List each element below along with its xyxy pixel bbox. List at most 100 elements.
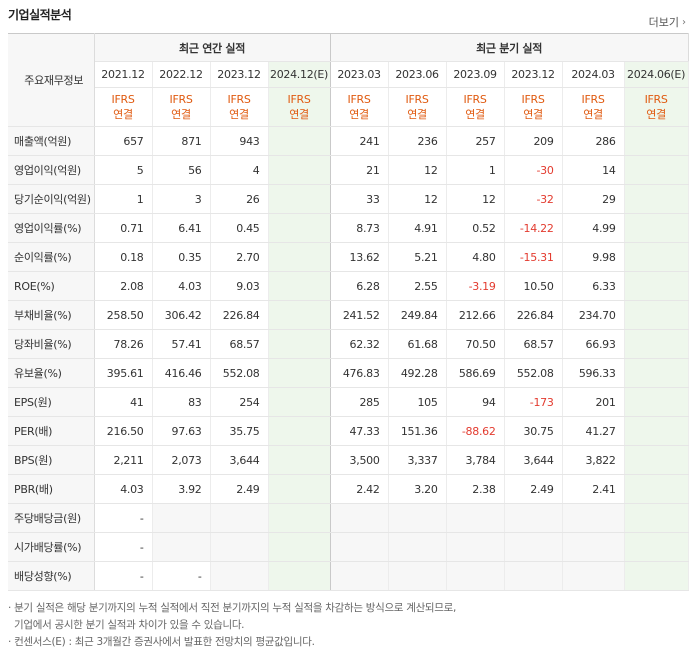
period-row: 2021.12 2022.12 2023.12 2024.12(E) 2023.03 20…: [8, 61, 689, 88]
quarter-value: 3,337: [388, 445, 447, 475]
annual-value: 68.57: [210, 329, 269, 359]
quarter-value: 3.20: [388, 474, 447, 504]
ifrs-badge[interactable]: IFRS 연결: [330, 87, 389, 127]
quarter-value: 2.41: [562, 474, 625, 504]
quarter-value: [330, 503, 389, 533]
quarter-value: 3,644: [504, 445, 563, 475]
annual-value: 78.26: [94, 329, 153, 359]
quarter-value: 94: [446, 387, 505, 417]
quarter-value: [624, 503, 689, 533]
quarter-value: [562, 532, 625, 562]
quarter-value: 47.33: [330, 416, 389, 446]
quarter-value: 41.27: [562, 416, 625, 446]
footnotes: · 분기 실적은 해당 분기까지의 누적 실적에서 직전 분기까지의 누적 실적…: [8, 600, 456, 651]
annual-value: 552.08: [210, 358, 269, 388]
quarter-value: 201: [562, 387, 625, 417]
row-label-header: 주요재무정보: [8, 33, 95, 127]
annual-value: 4: [210, 155, 269, 185]
quarter-value: [504, 503, 563, 533]
quarter-value: [446, 561, 505, 591]
quarter-value: 9.98: [562, 242, 625, 272]
annual-value: 3.92: [152, 474, 211, 504]
row-label: 시가배당률(%): [8, 532, 95, 562]
annual-value: 657: [94, 126, 153, 156]
quarter-value: 596.33: [562, 358, 625, 388]
annual-value: 2.70: [210, 242, 269, 272]
annual-value: [268, 358, 331, 388]
quarter-value: 552.08: [504, 358, 563, 388]
annual-value: 5: [94, 155, 153, 185]
row-label: EPS(원): [8, 387, 95, 417]
annual-value: [268, 184, 331, 214]
ifrs-badge[interactable]: IFRS 연결: [94, 87, 153, 127]
row-label: 부채비율(%): [8, 300, 95, 330]
section-title: 기업실적분석: [8, 8, 72, 22]
ifrs-badge[interactable]: IFRS 연결: [152, 87, 211, 127]
annual-value: [268, 271, 331, 301]
table-row: 배당성향(%) - -: [8, 561, 689, 591]
quarter-value: 105: [388, 387, 447, 417]
ifrs-badge[interactable]: IFRS 연결: [446, 87, 505, 127]
ifrs-badge[interactable]: IFRS 연결: [388, 87, 447, 127]
ifrs-badge[interactable]: IFRS 연결: [504, 87, 563, 127]
annual-value: [268, 213, 331, 243]
row-label: PBR(배): [8, 474, 95, 504]
quarter-value: 66.93: [562, 329, 625, 359]
quarter-value: 14: [562, 155, 625, 185]
annual-value: 306.42: [152, 300, 211, 330]
quarter-value: [624, 300, 689, 330]
row-label: 배당성향(%): [8, 561, 95, 591]
quarter-value: 8.73: [330, 213, 389, 243]
annual-value: 9.03: [210, 271, 269, 301]
more-link[interactable]: 더보기 ›: [649, 14, 686, 30]
quarter-value: -32: [504, 184, 563, 214]
annual-value: [210, 561, 269, 591]
table-row: PER(배) 216.50 97.63 35.75 47.33 151.36 -88.62 3…: [8, 416, 689, 446]
quarter-value: 29: [562, 184, 625, 214]
annual-value: 871: [152, 126, 211, 156]
ifrs-label: IFRS: [111, 93, 135, 106]
ifrs-badge[interactable]: IFRS 연결: [562, 87, 625, 127]
table-row: 영업이익(억원) 5 56 4 21 12 1 -30 14: [8, 155, 689, 185]
annual-value: 2,211: [94, 445, 153, 475]
annual-value: 57.41: [152, 329, 211, 359]
row-label: 유보율(%): [8, 358, 95, 388]
quarter-value: 2.55: [388, 271, 447, 301]
row-label: PER(배): [8, 416, 95, 446]
ifrs-badge[interactable]: IFRS 연결: [268, 87, 331, 127]
annual-value: [268, 126, 331, 156]
annual-value: 6.41: [152, 213, 211, 243]
quarter-value: [624, 561, 689, 591]
quarter-value: -30: [504, 155, 563, 185]
quarter-value: [624, 358, 689, 388]
annual-value: 3: [152, 184, 211, 214]
header-group-row: 주요재무정보 최근 연간 실적 최근 분기 실적: [8, 33, 689, 127]
annual-value: 226.84: [210, 300, 269, 330]
quarter-value: -15.31: [504, 242, 563, 272]
ifrs-badge[interactable]: IFRS 연결: [624, 87, 689, 127]
quarter-value: [624, 126, 689, 156]
annual-value: [210, 532, 269, 562]
quarter-value: 62.32: [330, 329, 389, 359]
more-label: 더보기: [648, 16, 679, 29]
quarter-value: 476.83: [330, 358, 389, 388]
table-row: ROE(%) 2.08 4.03 9.03 6.28 2.55 -3.19 10.50 6.33: [8, 271, 689, 301]
annual-group-header: 최근 연간 실적: [94, 33, 331, 62]
annual-value: -: [94, 532, 153, 562]
quarter-value: [624, 387, 689, 417]
annual-value: 0.35: [152, 242, 211, 272]
chevron-right-icon: ›: [682, 16, 686, 28]
quarter-period: 2023.12: [504, 61, 563, 88]
consolidated-label: 연결: [349, 108, 369, 121]
annual-value: 216.50: [94, 416, 153, 446]
table-row: EPS(원) 41 83 254 285 105 94 -173 201: [8, 387, 689, 417]
annual-value: 26: [210, 184, 269, 214]
ifrs-badge[interactable]: IFRS 연결: [210, 87, 269, 127]
annual-period: 2021.12: [94, 61, 153, 88]
quarter-value: 212.66: [446, 300, 505, 330]
quarter-value: 2.49: [504, 474, 563, 504]
consolidated-label: 연결: [583, 108, 603, 121]
annual-value: 2.08: [94, 271, 153, 301]
quarter-value: 6.28: [330, 271, 389, 301]
quarter-value: 3,500: [330, 445, 389, 475]
